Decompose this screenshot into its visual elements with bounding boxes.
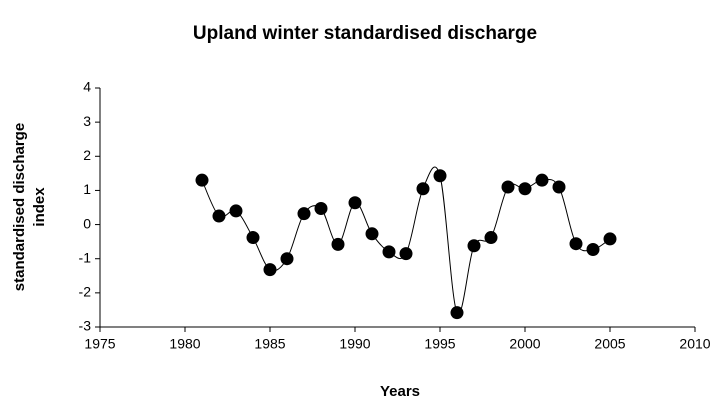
y-tick-label: 0 [83, 215, 91, 231]
y-tick-label: 4 [83, 79, 91, 95]
data-point [603, 232, 617, 246]
data-point [348, 196, 362, 210]
x-tick-label: 1980 [169, 336, 200, 352]
x-tick-label: 1985 [254, 336, 285, 352]
data-point [484, 231, 498, 245]
data-point [416, 182, 430, 196]
data-point [382, 245, 396, 259]
data-point [467, 239, 481, 253]
x-tick-label: 1990 [339, 336, 370, 352]
x-tick-label: 2005 [594, 336, 625, 352]
data-point [263, 263, 277, 277]
data-point [569, 237, 583, 251]
data-point [450, 306, 464, 320]
chart-title: Upland winter standardised discharge [193, 23, 537, 44]
data-point [586, 242, 600, 256]
y-axis-label: standardised discharge [11, 123, 28, 291]
data-point [552, 180, 566, 194]
x-tick-label: 1995 [424, 336, 455, 352]
data-point [331, 237, 345, 251]
x-tick-label: 2010 [679, 336, 710, 352]
data-point [280, 252, 294, 266]
data-point [365, 227, 379, 241]
data-point [535, 173, 549, 187]
data-point [246, 231, 260, 245]
x-axis-label: Years [380, 383, 420, 400]
x-tick-label: 1975 [84, 336, 115, 352]
y-axis-label: index [31, 187, 48, 227]
data-point [195, 173, 209, 187]
data-point [518, 182, 532, 196]
data-point [212, 209, 226, 223]
x-tick-label: 2000 [509, 336, 540, 352]
y-tick-label: -2 [79, 284, 92, 300]
y-tick-label: 3 [83, 113, 91, 129]
data-point [229, 204, 243, 218]
data-point [501, 180, 515, 194]
data-point [399, 247, 413, 261]
series-line [201, 166, 611, 315]
y-tick-label: -3 [79, 318, 92, 334]
data-point [297, 207, 311, 221]
y-tick-label: 2 [83, 147, 91, 163]
y-tick-label: -1 [79, 249, 92, 265]
data-point [314, 202, 328, 216]
data-point [433, 169, 447, 183]
y-tick-label: 1 [83, 181, 91, 197]
